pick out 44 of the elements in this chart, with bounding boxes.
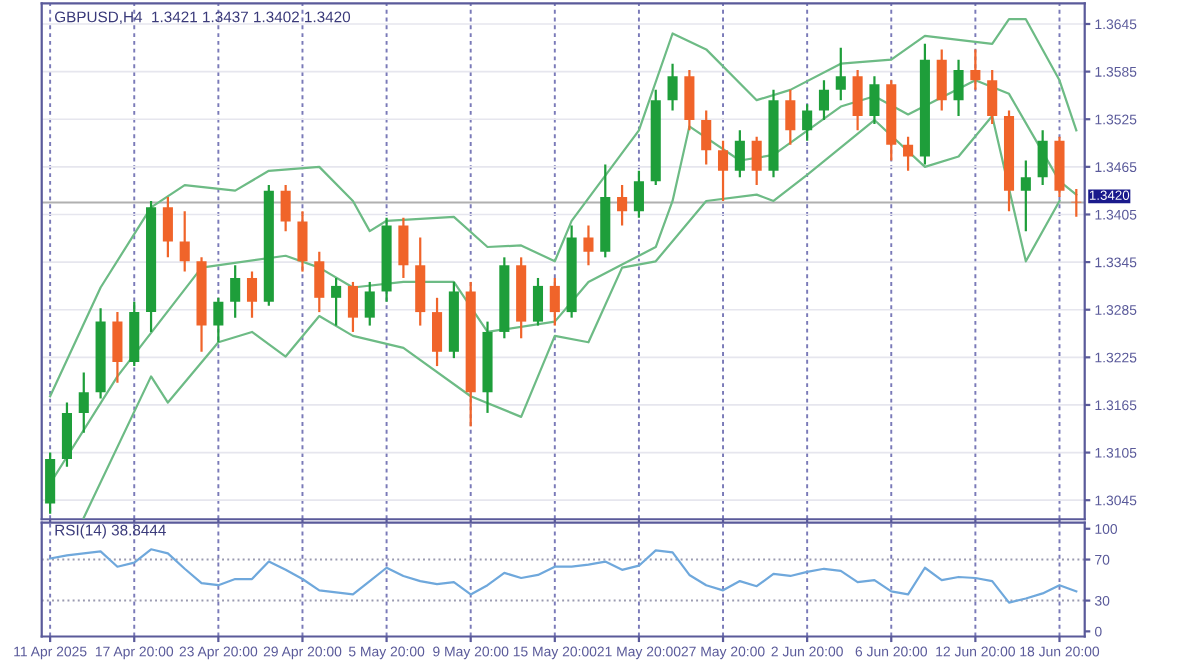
- candlestick: [903, 135, 914, 172]
- candlestick: [415, 236, 426, 327]
- candlestick: [667, 62, 678, 112]
- candlestick: [347, 280, 358, 334]
- candlestick: [398, 216, 409, 280]
- line-series: [49, 548, 1078, 604]
- candlestick: [785, 88, 796, 146]
- candlestick: [936, 48, 947, 112]
- candlestick: [532, 276, 544, 327]
- candlestick: [852, 68, 863, 132]
- candlestick: [717, 139, 729, 203]
- candlestick: [432, 296, 443, 368]
- candlestick: [953, 58, 964, 118]
- candlestick: [734, 129, 745, 179]
- candlestick: [364, 280, 375, 327]
- candlestick: [1020, 159, 1031, 233]
- candlestick: [297, 210, 308, 273]
- candlestick: [45, 451, 56, 515]
- candlestick: [162, 195, 173, 259]
- candlestick: [970, 48, 981, 91]
- candlestick: [1071, 187, 1082, 218]
- candlestick: [112, 310, 123, 384]
- candlestick: [835, 46, 846, 102]
- candlestick: [246, 270, 258, 319]
- candlestick: [314, 250, 325, 314]
- candlestick: [549, 276, 560, 327]
- candlestick: [633, 169, 644, 219]
- candlestick: [751, 135, 762, 187]
- candlestick: [802, 103, 813, 142]
- candlestick: [213, 296, 224, 344]
- candlestick: [331, 276, 342, 327]
- candlestick: [701, 109, 712, 166]
- candlestick: [179, 210, 190, 273]
- candlestick: [583, 224, 594, 267]
- candlestick: [230, 264, 241, 319]
- candlestick: [78, 371, 89, 434]
- candlestick: [869, 75, 880, 126]
- candlestick: [987, 68, 998, 126]
- candlestick: [1037, 129, 1048, 187]
- candlestick: [280, 184, 291, 233]
- candlestick: [818, 79, 830, 122]
- candlestick: [684, 68, 695, 132]
- candlestick: [617, 184, 628, 227]
- candlestick: [61, 401, 72, 468]
